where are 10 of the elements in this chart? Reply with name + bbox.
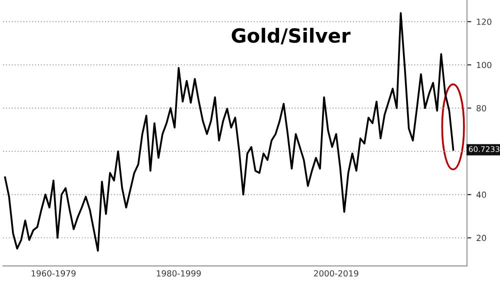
x-tick-label: 2000-2019 — [314, 270, 358, 277]
y-tick-label: 20 — [476, 234, 486, 242]
y-tick-label: 40 — [476, 192, 486, 198]
y-tick-label: 100 — [476, 62, 492, 68]
x-tick-label: 1960-1979 — [32, 270, 76, 277]
y-tick-label: 120 — [476, 18, 492, 25]
line-series — [4, 12, 454, 252]
y-tick-label: 80 — [476, 105, 486, 112]
x-tick-label: 1980-1999 — [156, 270, 201, 277]
text: Gold/Silver — [232, 28, 351, 44]
